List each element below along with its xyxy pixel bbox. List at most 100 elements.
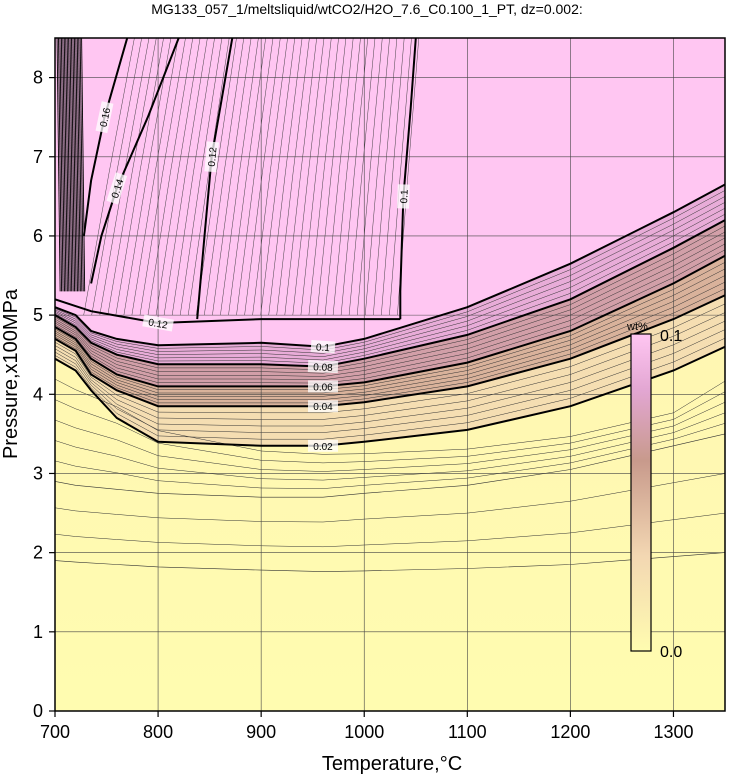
thin-contour	[284, 38, 317, 316]
dense-contour	[73, 38, 78, 292]
dense-contour	[78, 38, 83, 292]
thin-contour	[55, 275, 725, 397]
colorbar-min-label: 0.0	[660, 644, 682, 661]
dense-contour	[69, 38, 74, 292]
contour-label-0.1: 0.1	[397, 184, 411, 209]
dense-contour	[72, 38, 77, 292]
dense-contour	[66, 38, 71, 292]
thin-contour	[55, 190, 725, 351]
x-tick-label: 1200	[550, 722, 590, 742]
thin-contour	[83, 38, 135, 316]
thin-contour	[55, 249, 725, 384]
thin-contour	[55, 262, 725, 390]
thin-contour	[187, 38, 230, 316]
thin-contour	[55, 320, 725, 427]
thin-contour	[179, 38, 223, 316]
x-tick-label: 1300	[653, 722, 693, 742]
contour-label-text: 0.12	[147, 317, 169, 331]
thin-contour	[55, 207, 725, 361]
thin-contour	[55, 281, 725, 400]
thin-contour	[163, 38, 208, 316]
thin-contour	[55, 213, 725, 364]
contour-label-0.16: 0.16	[95, 101, 114, 134]
thin-contour	[55, 378, 725, 455]
thin-contour	[55, 401, 725, 472]
x-axis-ticks: 700 800 900 1000 1100 1200 1300	[40, 711, 693, 742]
thin-contour	[55, 423, 725, 489]
thin-contour	[55, 552, 725, 572]
thin-contour	[55, 231, 725, 374]
x-tick-label: 800	[143, 722, 173, 742]
thin-contour	[340, 38, 369, 316]
thin-contour	[212, 38, 252, 316]
thin-contour	[260, 38, 296, 316]
colorbar-max-label: 0.1	[660, 328, 682, 345]
thin-contour	[115, 38, 164, 316]
thin-contour	[55, 268, 725, 394]
thin-contour	[55, 433, 725, 498]
dense-contour	[59, 38, 64, 292]
contour-label-0.1: 0.1	[310, 340, 336, 354]
thin-contour	[276, 38, 310, 316]
thin-contour	[204, 38, 245, 316]
thin-contour	[55, 303, 725, 414]
plot-frame	[54, 37, 726, 712]
dense-contour	[71, 38, 76, 292]
thin-contour	[356, 38, 383, 316]
thin-contour	[55, 243, 725, 381]
contour-line-0.1	[55, 183, 725, 348]
y-tick-label: 3	[33, 463, 43, 483]
thin-contour	[348, 38, 376, 316]
thin-contour	[332, 38, 361, 316]
contour-line-0.02	[55, 345, 725, 447]
contour-label-text: 0.06	[313, 382, 333, 393]
y-tick-label: 5	[33, 305, 43, 325]
contour-label-text: 0.04	[313, 402, 333, 413]
contour-line-0.16	[82, 38, 129, 237]
thin-contour	[292, 38, 325, 316]
dense-contour	[65, 38, 70, 292]
thin-contour	[55, 473, 725, 523]
thin-contour	[155, 38, 201, 316]
contour-label-text: 0.1	[399, 189, 410, 204]
contour-line-0.08	[55, 219, 725, 368]
grid-lines	[55, 38, 725, 711]
y-axis-label: Pressure,x100MPa	[0, 288, 22, 459]
x-tick-label: 1100	[448, 722, 487, 742]
colorbar-unit: wt%	[626, 321, 648, 333]
thin-contour	[196, 38, 237, 316]
thin-contour	[316, 38, 347, 316]
contour-label-0.08: 0.08	[307, 360, 339, 374]
y-tick-label: 7	[33, 147, 43, 167]
y-tick-label: 2	[33, 543, 43, 563]
thin-contour	[171, 38, 215, 316]
x-tick-label: 900	[246, 722, 276, 742]
contour-line-0.04	[55, 294, 725, 408]
thin-contour	[123, 38, 172, 316]
contour-label-0.12: 0.12	[142, 314, 174, 332]
thin-contour	[364, 38, 390, 316]
dense-contour	[58, 38, 63, 292]
colorbar-bar	[630, 333, 652, 652]
thin-contour	[220, 38, 259, 316]
dense-contour	[56, 38, 61, 292]
thin-contour	[55, 412, 725, 481]
thin-contour	[55, 237, 725, 377]
contour-label-text: 0.16	[99, 106, 114, 128]
thin-contour	[55, 391, 725, 464]
contour-label-0.02: 0.02	[308, 439, 338, 453]
thin-contour	[300, 38, 332, 316]
thin-contour	[228, 38, 266, 316]
y-tick-label: 4	[33, 384, 43, 404]
thin-contour	[244, 38, 281, 316]
y-axis-ticks: 0 1 2 3 4 5 6 7 8	[33, 68, 55, 721]
thin-contour	[55, 312, 725, 420]
dense-contour	[68, 38, 73, 292]
dense-contour	[81, 38, 86, 292]
thin-contour	[373, 38, 398, 316]
thin-contour	[55, 512, 725, 548]
thin-contour	[324, 38, 354, 316]
thin-contour	[55, 196, 725, 354]
thin-contour-lines	[55, 38, 725, 572]
